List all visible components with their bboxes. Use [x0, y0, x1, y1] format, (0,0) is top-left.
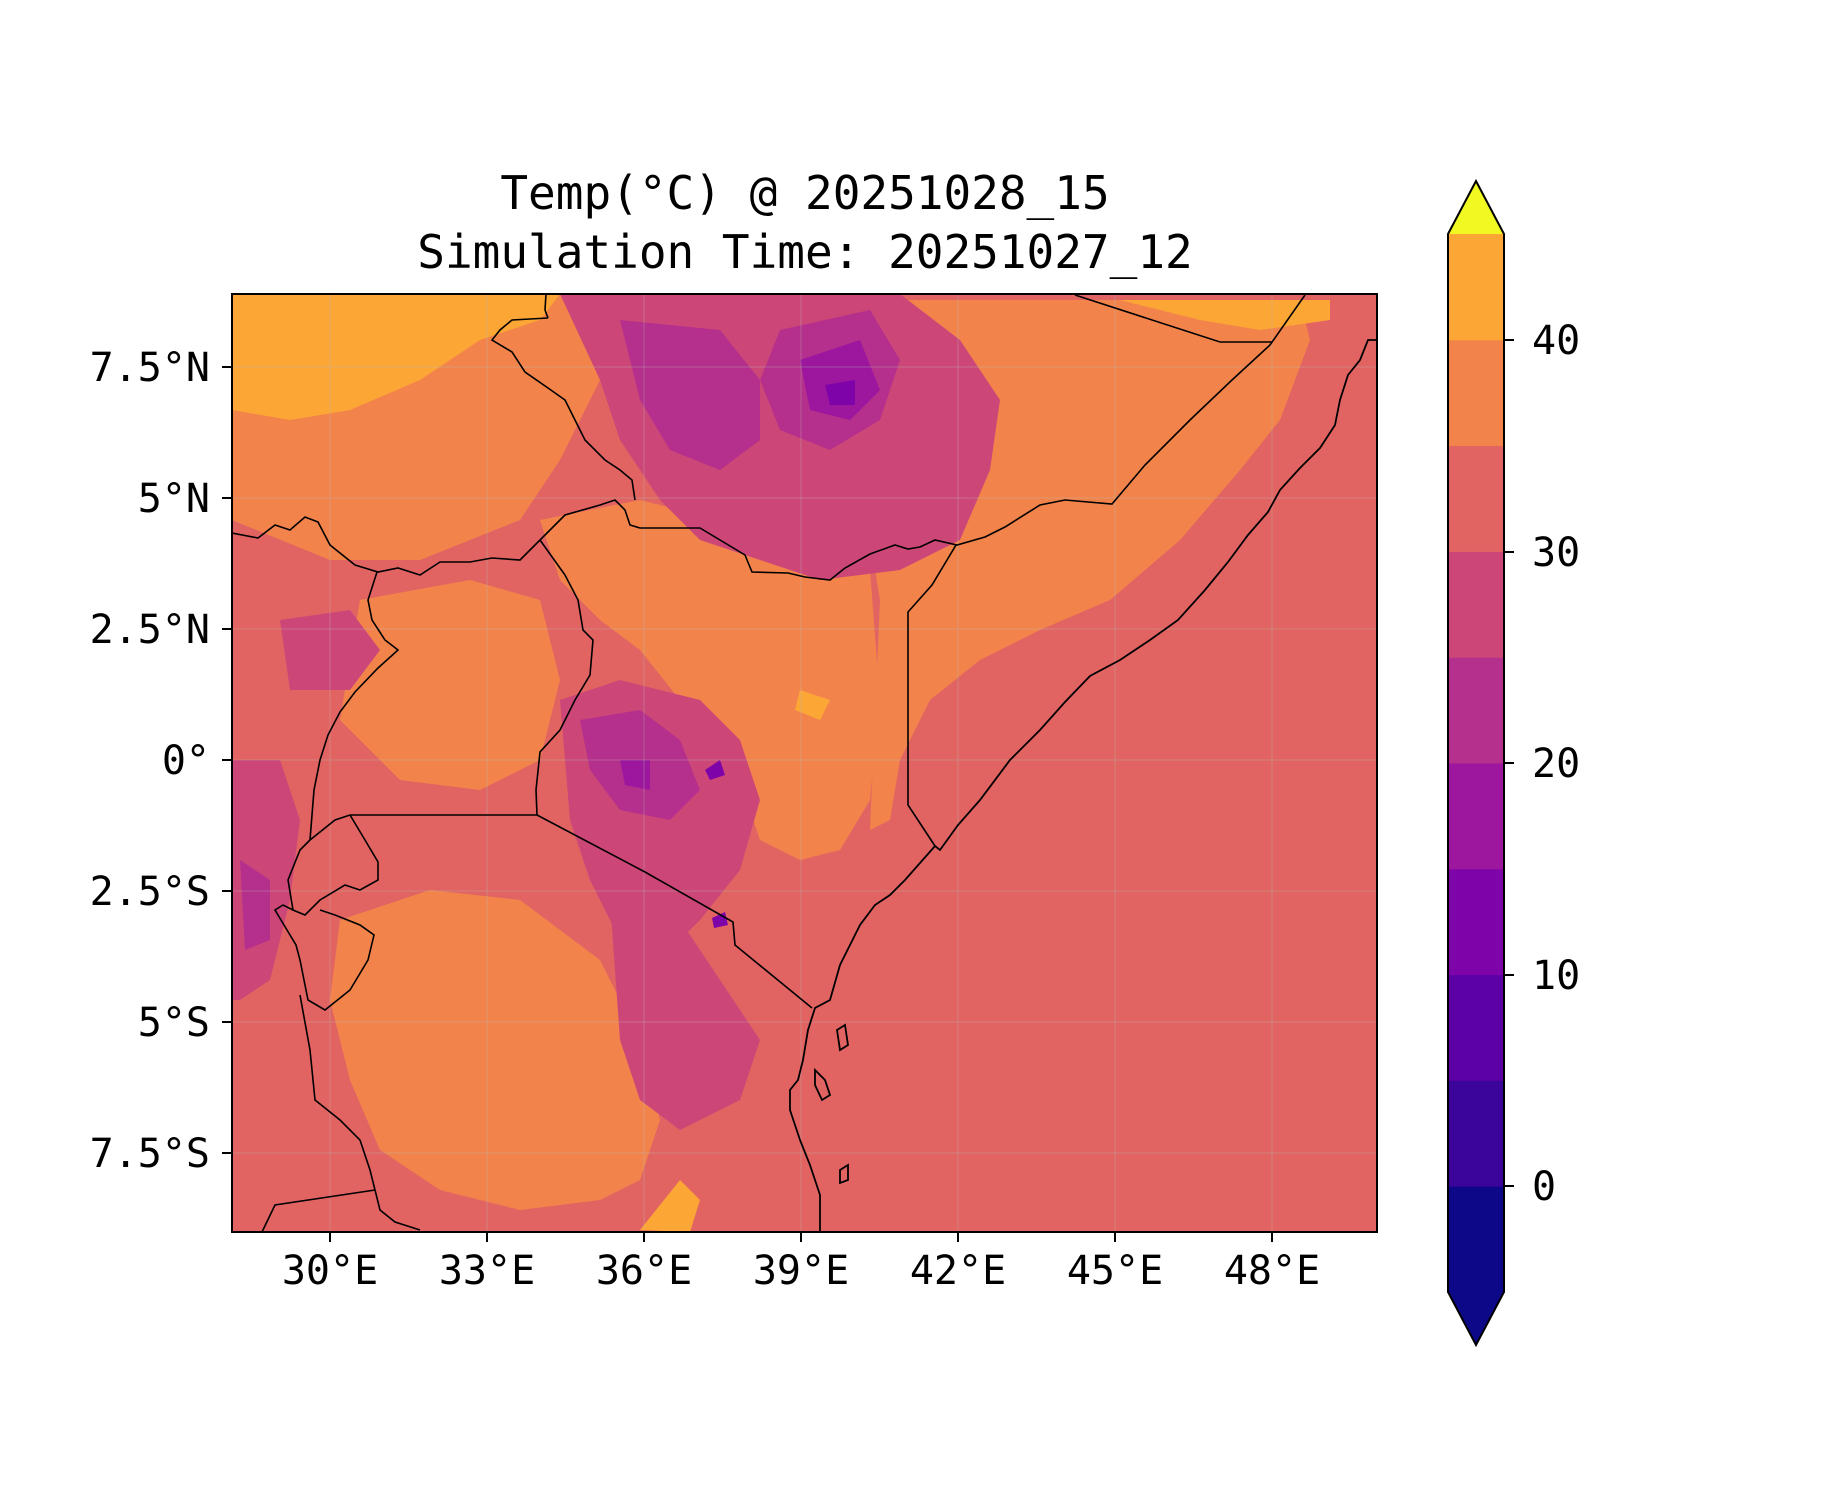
colorbar-tick-label: 0	[1532, 1164, 1556, 1210]
chart-subtitle: Simulation Time: 20251027_12	[417, 225, 1193, 279]
field-northwest-35-40	[232, 294, 560, 420]
colorbar-ticks	[1504, 339, 1514, 1187]
x-tick-label: 30°E	[282, 1248, 378, 1294]
colorbar-extend-min	[1448, 1292, 1504, 1345]
y-tick-label: 2.5°S	[90, 869, 210, 915]
field-tanzania-highlands-20-25	[610, 900, 760, 1130]
gridlines	[232, 294, 1377, 1232]
colorbar-segment	[1448, 339, 1504, 447]
y-tick-label: 0°	[162, 738, 210, 784]
colorbar-tick-label: 20	[1532, 741, 1580, 787]
colorbar-segment	[1448, 445, 1504, 552]
colorbar-segment	[1448, 974, 1504, 1081]
y-tick-label: 7.5°N	[90, 345, 210, 391]
field-tanzania-30-35	[330, 890, 660, 1210]
field-kenya-10-15	[620, 760, 650, 790]
colorbar-tick-label: 40	[1532, 318, 1580, 364]
colorbar-tick-label: 30	[1532, 530, 1580, 576]
colorbar-segment	[1448, 1080, 1504, 1187]
y-tick-label: 5°S	[138, 1000, 210, 1046]
colorbar-segment	[1448, 763, 1504, 870]
field-south-35-40	[640, 1180, 700, 1232]
country-borders	[232, 294, 1306, 1232]
colorbar-segments	[1448, 234, 1504, 1293]
y-tick-label: 7.5°S	[90, 1131, 210, 1177]
field-kenya-30-35	[540, 500, 880, 860]
field-drc-20-25	[280, 610, 380, 690]
field-kenya-5-10	[705, 760, 725, 780]
colorbar-tick-label: 10	[1532, 953, 1580, 999]
x-tick-label: 33°E	[439, 1248, 535, 1294]
field-northeast-35-40	[1120, 300, 1330, 330]
chart-title: Temp(°C) @ 20251028_15	[500, 166, 1110, 220]
y-tick-labels: 7.5°N 5°N 2.5°N 0° 2.5°S 5°S 7.5°S	[90, 345, 210, 1177]
field-ethiopia-15-20	[620, 320, 760, 470]
x-tick-label: 45°E	[1067, 1248, 1163, 1294]
x-tick-label: 39°E	[753, 1248, 849, 1294]
y-tick-label: 5°N	[138, 476, 210, 522]
colorbar: 40 30 20 10 0	[1447, 178, 1580, 1348]
colorbar-tick-labels: 40 30 20 10 0	[1532, 318, 1580, 1210]
x-tick-label: 36°E	[596, 1248, 692, 1294]
x-tick-label: 42°E	[910, 1248, 1006, 1294]
colorbar-extend-max	[1448, 181, 1504, 234]
field-ethiopia-10-15	[800, 340, 880, 420]
field-kivu-15-20	[240, 860, 270, 950]
field-uganda-30-35	[340, 580, 560, 790]
colorbar-segment	[1448, 657, 1504, 764]
field-ethiopia-5-10	[825, 380, 855, 405]
axis-ticks	[222, 366, 1273, 1242]
x-tick-label: 48°E	[1224, 1248, 1320, 1294]
field-kenya-35-40	[795, 690, 830, 720]
colorbar-outline	[1447, 178, 1505, 1348]
colorbar-segment	[1448, 234, 1504, 341]
colorbar-segment	[1448, 1186, 1504, 1293]
coastline	[789, 339, 1377, 1232]
colorbar-segment	[1448, 868, 1504, 976]
temperature-field	[232, 294, 1377, 1232]
y-tick-label: 2.5°N	[90, 607, 210, 653]
map-frame	[231, 293, 1378, 1233]
colorbar-segment	[1448, 551, 1504, 658]
x-tick-labels: 30°E 33°E 36°E 39°E 42°E 45°E 48°E	[282, 1248, 1320, 1294]
